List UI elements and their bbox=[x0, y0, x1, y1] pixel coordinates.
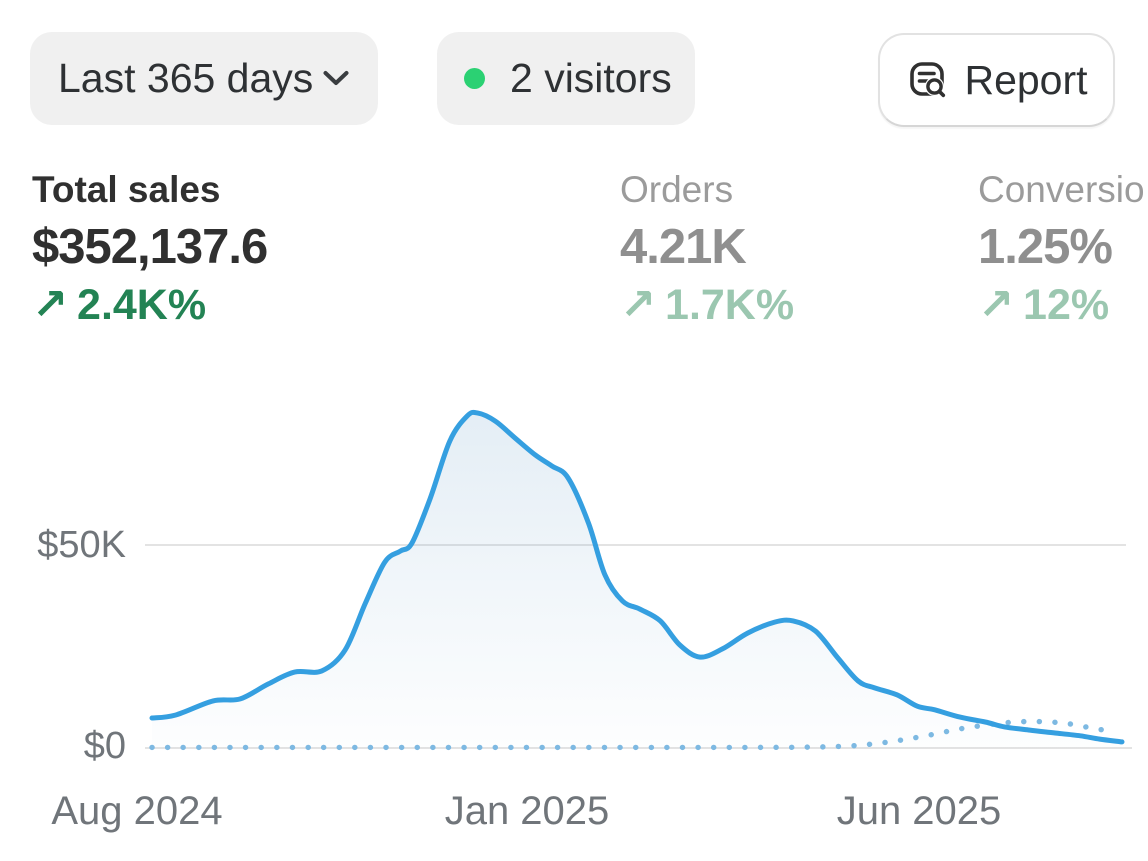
trend-up-icon: ↗ bbox=[978, 281, 1015, 329]
metric-tab-orders[interactable]: Orders 4.21K ↗ 1.7K% bbox=[620, 168, 794, 329]
x-axis-tick-jan-2025: Jan 2025 bbox=[444, 789, 610, 833]
metric-label: Total sales bbox=[32, 169, 221, 210]
metric-delta: ↗ 1.7K% bbox=[620, 281, 795, 329]
visitors-label: 2 visitors bbox=[510, 55, 672, 101]
metric-delta: ↗ 12% bbox=[978, 281, 1110, 329]
visitors-badge[interactable]: 2 visitors bbox=[437, 32, 695, 125]
sales-area-fill bbox=[152, 412, 1122, 748]
metric-value: $352,137.6 bbox=[32, 220, 268, 274]
report-button[interactable]: Report bbox=[878, 33, 1115, 127]
chevron-down-icon bbox=[323, 71, 349, 85]
metric-value: 1.25% bbox=[978, 220, 1113, 274]
chart-canvas bbox=[145, 409, 1132, 751]
report-icon bbox=[910, 62, 950, 101]
metric-tab-conversion-rate[interactable]: Conversio 1.25% ↗ 12% bbox=[978, 168, 1145, 329]
metric-label: Conversio bbox=[978, 169, 1145, 210]
trend-up-icon: ↗ bbox=[620, 281, 657, 329]
comparison-dotted-line bbox=[149, 718, 1116, 751]
live-visitors-dot-icon bbox=[464, 68, 485, 89]
trend-up-icon: ↗ bbox=[32, 281, 69, 329]
metric-tab-total-sales[interactable]: Total sales $352,137.6 ↗ 2.4K% bbox=[32, 168, 268, 329]
report-label: Report bbox=[964, 56, 1088, 103]
y-axis-tick-50k: $50K bbox=[37, 524, 126, 566]
date-range-label: Last 365 days bbox=[58, 55, 314, 101]
metric-label: Orders bbox=[620, 169, 734, 210]
metric-value: 4.21K bbox=[620, 220, 747, 274]
sales-line bbox=[149, 409, 1125, 745]
x-axis-tick-aug-2024: Aug 2024 bbox=[51, 789, 223, 833]
metric-delta: ↗ 2.4K% bbox=[32, 281, 207, 329]
sales-over-time-chart bbox=[0, 370, 1148, 790]
date-range-button[interactable]: Last 365 days bbox=[30, 32, 378, 125]
y-axis-tick-0: $0 bbox=[83, 725, 126, 767]
x-axis-tick-jun-2025: Jun 2025 bbox=[836, 789, 1002, 833]
